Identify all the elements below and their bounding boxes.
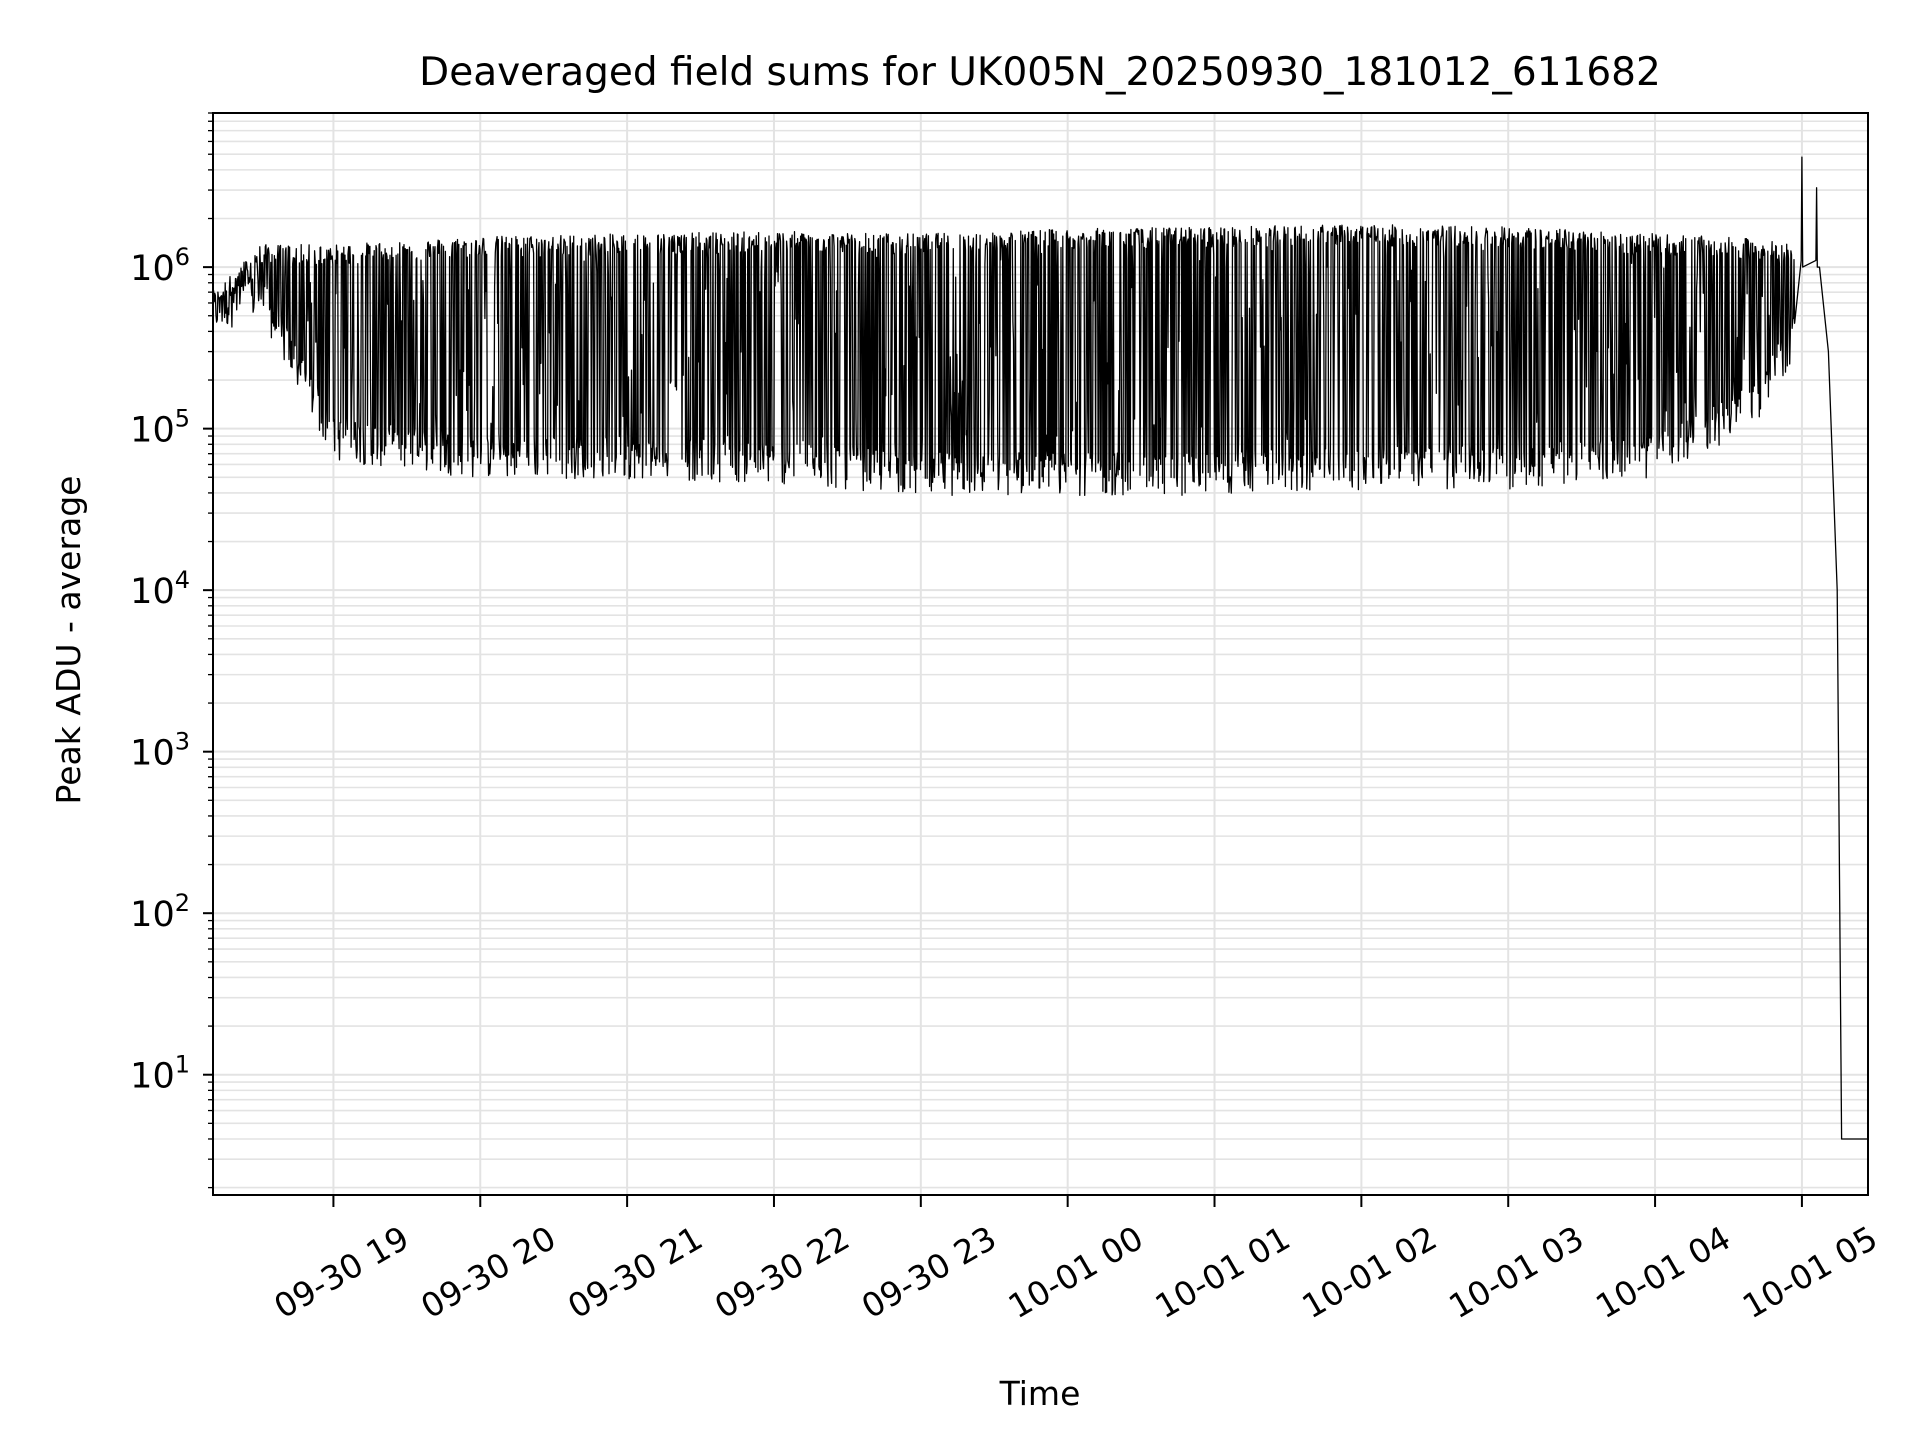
x-tick-label: 09-30 20 — [414, 1218, 562, 1326]
y-tick-exponent: 6 — [175, 243, 190, 271]
y-tick-label: 102 — [130, 889, 190, 935]
y-tick-exponent: 3 — [175, 728, 190, 756]
y-tick-label: 104 — [130, 566, 190, 612]
y-tick-exponent: 5 — [175, 405, 190, 433]
series-line — [212, 156, 1868, 1140]
x-tick-label: 10-01 03 — [1442, 1218, 1590, 1326]
y-axis-label: Peak ADU - average — [49, 476, 88, 805]
y-tick-exponent: 1 — [175, 1051, 190, 1079]
y-tick-label: 101 — [130, 1051, 190, 1097]
x-tick-label: 10-01 01 — [1149, 1218, 1297, 1326]
x-tick-label: 09-30 21 — [561, 1218, 709, 1326]
y-tick-base: 10 — [130, 572, 175, 612]
y-tick-label: 103 — [130, 728, 190, 774]
y-tick-base: 10 — [130, 1057, 175, 1097]
y-tick-base: 10 — [130, 895, 175, 935]
x-tick-label: 10-01 00 — [1002, 1218, 1150, 1326]
x-tick-label: 09-30 19 — [267, 1218, 415, 1326]
series-group — [212, 156, 1868, 1140]
x-axis-label: Time — [999, 1374, 1081, 1413]
y-tick-exponent: 2 — [175, 889, 190, 917]
x-tick-label: 09-30 23 — [855, 1218, 1003, 1326]
y-tick-base: 10 — [130, 734, 175, 774]
y-tick-label: 106 — [130, 243, 190, 289]
x-tick-label: 10-01 04 — [1589, 1218, 1737, 1326]
y-tick-exponent: 4 — [175, 566, 190, 594]
x-tick-label: 10-01 05 — [1736, 1218, 1884, 1326]
x-tick-label: 09-30 22 — [708, 1218, 856, 1326]
y-tick-base: 10 — [130, 411, 175, 451]
y-tick-base: 10 — [130, 249, 175, 289]
x-tick-label: 10-01 02 — [1295, 1218, 1443, 1326]
y-tick-label: 105 — [130, 405, 190, 451]
chart-title: Deaveraged field sums for UK005N_2025093… — [419, 50, 1661, 95]
